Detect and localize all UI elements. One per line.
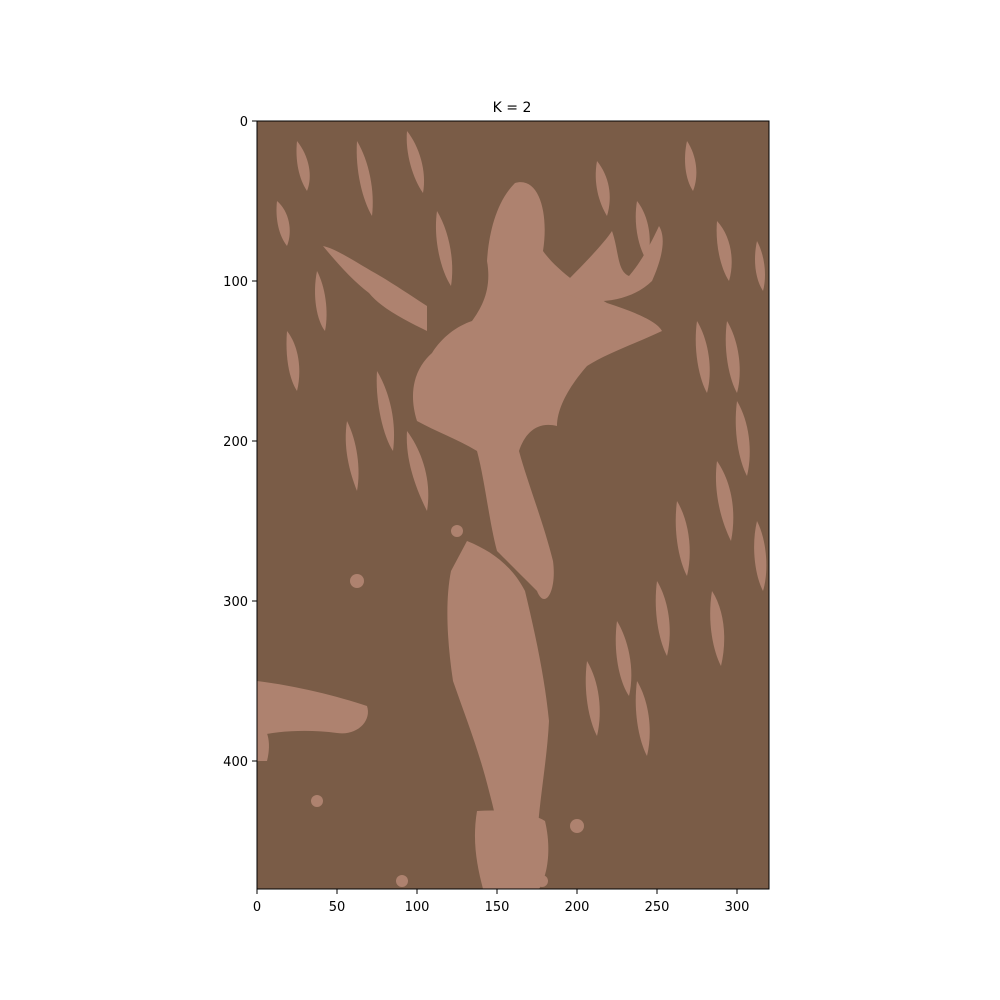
image-frame (256, 120, 770, 890)
y-tick-label: 200 (223, 435, 248, 450)
y-tick-label: 0 (240, 115, 248, 130)
plot-title: K = 2 (493, 100, 532, 116)
x-tick-label: 0 (253, 900, 261, 915)
x-tick-label: 100 (405, 900, 430, 915)
image-panel (256, 120, 770, 890)
y-tick-label: 400 (223, 755, 248, 770)
cluster-light-regions (257, 131, 767, 889)
y-axis: 0 100 200 300 400 (223, 115, 257, 770)
x-tick-label: 150 (485, 900, 510, 915)
y-tick-label: 100 (223, 275, 248, 290)
x-tick-label: 300 (725, 900, 750, 915)
y-tick-label: 300 (223, 595, 248, 610)
x-axis: 0 50 100 150 200 250 300 (253, 889, 750, 915)
x-tick-label: 50 (329, 900, 346, 915)
x-tick-label: 200 (565, 900, 590, 915)
x-tick-label: 250 (645, 900, 670, 915)
